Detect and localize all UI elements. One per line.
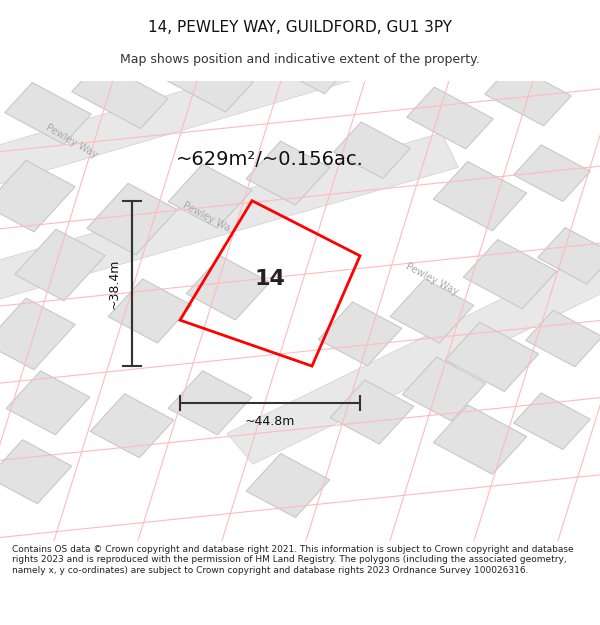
Polygon shape <box>433 161 527 231</box>
Polygon shape <box>87 183 177 255</box>
Polygon shape <box>72 61 168 129</box>
Polygon shape <box>0 41 368 190</box>
Polygon shape <box>514 393 590 449</box>
Polygon shape <box>445 322 539 391</box>
Polygon shape <box>246 454 330 518</box>
Text: ~38.4m: ~38.4m <box>107 258 121 309</box>
Polygon shape <box>6 371 90 435</box>
Polygon shape <box>0 133 458 305</box>
Polygon shape <box>108 279 192 343</box>
Polygon shape <box>246 141 330 205</box>
Polygon shape <box>90 394 174 458</box>
Polygon shape <box>15 229 105 301</box>
Polygon shape <box>538 228 600 284</box>
Polygon shape <box>402 357 486 421</box>
Polygon shape <box>330 380 414 444</box>
Polygon shape <box>318 302 402 366</box>
Text: ~629m²/~0.156ac.: ~629m²/~0.156ac. <box>176 150 364 169</box>
Polygon shape <box>526 310 600 367</box>
Polygon shape <box>390 279 474 343</box>
Polygon shape <box>275 41 349 94</box>
Text: Map shows position and indicative extent of the property.: Map shows position and indicative extent… <box>120 52 480 66</box>
Text: 14: 14 <box>254 269 286 289</box>
Polygon shape <box>168 164 252 228</box>
Polygon shape <box>514 145 590 201</box>
Polygon shape <box>0 298 75 369</box>
Polygon shape <box>433 405 527 474</box>
Text: 14, PEWLEY WAY, GUILDFORD, GU1 3PY: 14, PEWLEY WAY, GUILDFORD, GU1 3PY <box>148 20 452 35</box>
Polygon shape <box>168 371 252 435</box>
Polygon shape <box>0 161 75 232</box>
Polygon shape <box>167 51 253 112</box>
Text: Pewley Way: Pewley Way <box>404 261 460 297</box>
Polygon shape <box>227 213 600 464</box>
Text: Contains OS data © Crown copyright and database right 2021. This information is : Contains OS data © Crown copyright and d… <box>12 545 574 574</box>
Polygon shape <box>5 82 91 144</box>
Polygon shape <box>463 239 557 309</box>
Text: Pewley Wa...: Pewley Wa... <box>181 200 239 238</box>
Text: ~44.8m: ~44.8m <box>245 415 295 428</box>
Polygon shape <box>407 87 493 149</box>
Text: Pewley Way: Pewley Way <box>44 122 100 160</box>
Polygon shape <box>334 122 410 178</box>
Polygon shape <box>485 64 571 126</box>
Polygon shape <box>186 256 270 320</box>
Polygon shape <box>0 440 72 504</box>
